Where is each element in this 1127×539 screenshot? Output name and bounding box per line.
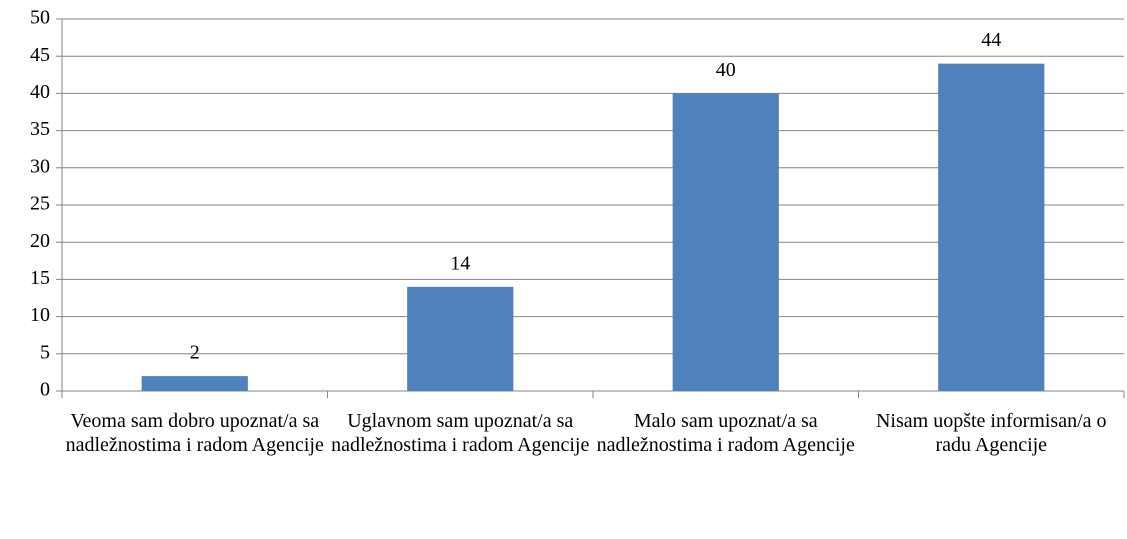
x-tick-label: Nisam uopšte informisan/a o radu Agencij… [875, 410, 1107, 456]
data-label: 2 [190, 342, 200, 364]
x-tick-label: Uglavnom sam upoznat/a sa nadležnostima … [331, 410, 590, 456]
bar [407, 286, 514, 391]
x-tick-label: Malo sam upoznat/a sa nadležnostima i ra… [596, 410, 855, 456]
y-tick-label: 20 [30, 230, 50, 252]
y-tick-label: 35 [30, 118, 50, 140]
data-label: 14 [450, 252, 470, 274]
y-tick-label: 30 [30, 155, 50, 177]
bar [672, 93, 779, 392]
y-tick-label: 5 [40, 341, 50, 363]
y-tick-label: 0 [40, 379, 50, 401]
x-tick-label: Veoma sam dobro upoznat/a sa nadležnosti… [65, 410, 324, 456]
y-tick-label: 45 [30, 44, 50, 66]
y-tick-label: 10 [30, 304, 50, 326]
data-label: 44 [981, 29, 1001, 51]
y-tick-label: 15 [30, 267, 50, 289]
bar [938, 63, 1045, 391]
y-tick-label: 25 [30, 193, 50, 215]
y-tick-label: 40 [30, 81, 50, 103]
bar [141, 376, 248, 391]
y-tick-label: 50 [30, 7, 50, 29]
data-label: 40 [716, 59, 736, 81]
